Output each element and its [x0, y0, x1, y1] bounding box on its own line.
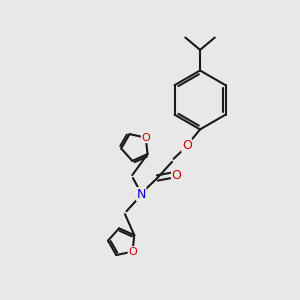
Text: O: O	[182, 139, 192, 152]
Text: O: O	[172, 169, 182, 182]
Text: N: N	[136, 188, 146, 201]
Text: O: O	[141, 133, 150, 142]
Text: O: O	[128, 247, 137, 256]
